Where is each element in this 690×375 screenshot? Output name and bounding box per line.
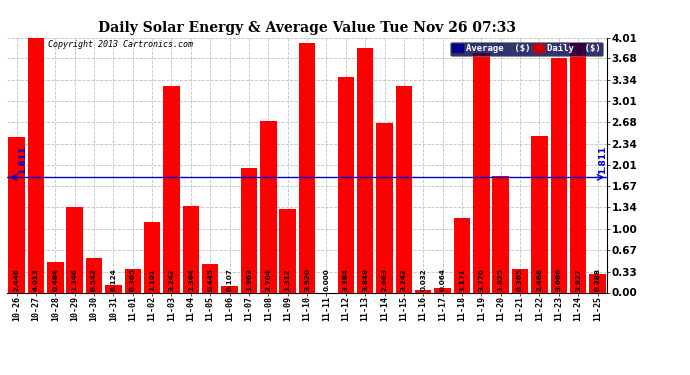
Bar — [86, 258, 102, 292]
Bar — [395, 86, 412, 292]
Bar — [47, 262, 63, 292]
Bar — [531, 135, 548, 292]
Text: 3.686: 3.686 — [555, 268, 562, 291]
Text: 2.704: 2.704 — [266, 268, 271, 291]
Bar — [454, 218, 470, 292]
Bar — [551, 58, 567, 292]
Bar — [164, 86, 179, 292]
Bar — [202, 264, 219, 292]
Legend: Average  ($), Daily  ($): Average ($), Daily ($) — [450, 42, 602, 56]
Bar — [66, 207, 83, 292]
Bar — [473, 53, 490, 292]
Text: 3.848: 3.848 — [362, 268, 368, 291]
Text: 1.346: 1.346 — [72, 268, 78, 291]
Text: 3.920: 3.920 — [304, 268, 310, 291]
Bar — [493, 177, 509, 292]
Text: 0.542: 0.542 — [91, 268, 97, 291]
Bar — [28, 37, 44, 292]
Text: 1.171: 1.171 — [459, 268, 465, 291]
Bar — [415, 291, 431, 292]
Bar — [279, 209, 296, 292]
Bar — [124, 269, 141, 292]
Text: 2.446: 2.446 — [14, 268, 19, 291]
Bar — [376, 123, 393, 292]
Text: 3.770: 3.770 — [478, 268, 484, 291]
Bar — [357, 48, 373, 292]
Text: 3.242: 3.242 — [168, 268, 175, 291]
Bar — [105, 285, 121, 292]
Bar — [221, 286, 238, 292]
Text: 0.484: 0.484 — [52, 268, 59, 291]
Title: Daily Solar Energy & Average Value Tue Nov 26 07:33: Daily Solar Energy & Average Value Tue N… — [98, 21, 516, 35]
Text: 4.013: 4.013 — [33, 268, 39, 291]
Bar — [512, 269, 529, 292]
Text: 2.663: 2.663 — [382, 268, 388, 291]
Bar — [8, 137, 25, 292]
Bar — [435, 288, 451, 292]
Bar — [589, 274, 606, 292]
Bar — [260, 120, 277, 292]
Bar — [299, 43, 315, 292]
Text: 0.107: 0.107 — [226, 268, 233, 291]
Text: 0.064: 0.064 — [440, 268, 446, 291]
Text: 1.811: 1.811 — [17, 146, 26, 174]
Text: 2.468: 2.468 — [536, 268, 542, 291]
Text: 3.927: 3.927 — [575, 268, 581, 291]
Text: 0.445: 0.445 — [207, 268, 213, 291]
Text: 3.384: 3.384 — [343, 268, 348, 291]
Bar — [570, 43, 586, 292]
Text: 1.101: 1.101 — [149, 268, 155, 291]
Text: Copyright 2013 Cartronics.com: Copyright 2013 Cartronics.com — [48, 40, 193, 49]
Text: 0.288: 0.288 — [595, 268, 600, 291]
Text: 0.000: 0.000 — [324, 268, 329, 291]
Text: 1.811: 1.811 — [598, 146, 607, 174]
Text: 0.124: 0.124 — [110, 268, 117, 291]
Bar — [183, 206, 199, 292]
Text: 1.312: 1.312 — [285, 268, 290, 291]
Bar — [337, 77, 354, 292]
Text: 1.825: 1.825 — [497, 268, 504, 291]
Bar — [241, 168, 257, 292]
Bar — [144, 222, 160, 292]
Text: 1.364: 1.364 — [188, 268, 194, 291]
Text: 0.365: 0.365 — [517, 268, 523, 291]
Text: 0.032: 0.032 — [420, 268, 426, 291]
Text: 1.963: 1.963 — [246, 268, 252, 291]
Text: 3.242: 3.242 — [401, 268, 407, 291]
Text: 0.365: 0.365 — [130, 268, 136, 291]
